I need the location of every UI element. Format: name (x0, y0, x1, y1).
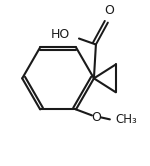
Text: CH₃: CH₃ (116, 113, 138, 126)
Text: O: O (91, 111, 101, 124)
Text: O: O (104, 4, 114, 17)
Text: HO: HO (51, 28, 70, 41)
